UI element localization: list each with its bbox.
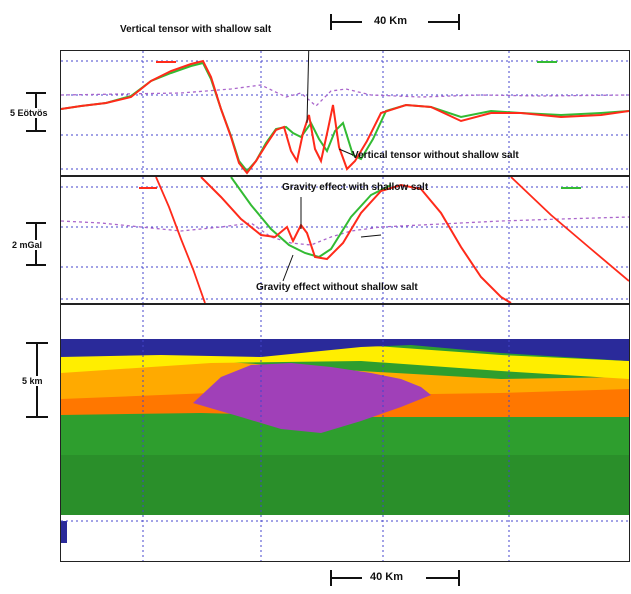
vertical-tensor-plot [61, 51, 629, 175]
gravity-scale-label: 2 mGal [12, 240, 43, 250]
gravity-with-salt-curve [200, 177, 512, 303]
colorbar-swatch [61, 521, 67, 543]
gravity-dashed-reference [61, 216, 629, 246]
grid-lines [61, 51, 629, 175]
dashed-reference-curve [61, 84, 629, 107]
scale-bar-top: 40 Km [330, 14, 460, 30]
gravity-panel [60, 176, 630, 304]
tensor-scale-label: 5 Eötvös [10, 108, 48, 118]
without-salt-curve [61, 61, 629, 173]
tensor-with-salt-leader [306, 51, 310, 124]
depth-scale-label: 5 km [22, 376, 43, 386]
tensor-without-salt-annotation: Vertical tensor without shallow salt [352, 150, 519, 161]
gravity-right-curve [510, 177, 629, 282]
scale-bar-bottom: 40 Km [330, 570, 460, 586]
vertical-tensor-panel [60, 50, 630, 176]
gravity-without-salt-annotation: Gravity effect without shallow salt [256, 282, 418, 293]
water-layer [61, 339, 629, 361]
deeper-green-layer [61, 455, 629, 515]
scale-bar-bottom-label: 40 Km [370, 571, 404, 583]
scale-bar-top-left-line [332, 21, 362, 23]
gravity-without-salt-leader [282, 254, 294, 282]
gravity-without-salt-curve [230, 177, 392, 259]
gravity-plot [61, 177, 629, 303]
gravity-steep-left-curve [155, 177, 206, 303]
cross-section-plot [61, 305, 629, 561]
scale-bar-top-left-tick [330, 14, 332, 30]
scale-bar-top-label: 40 Km [374, 15, 408, 27]
with-salt-curve [61, 59, 629, 175]
cross-section-panel [60, 304, 630, 562]
scale-bar-top-right-tick [458, 14, 460, 30]
salt-body [193, 363, 431, 433]
gravity-with-salt-annotation: Gravity effect with shallow salt [282, 182, 429, 193]
tensor-with-salt-annotation: Vertical tensor with shallow salt [120, 24, 272, 35]
scale-bar-top-right-line [428, 21, 458, 23]
tensor-without-salt-leader [338, 148, 354, 156]
